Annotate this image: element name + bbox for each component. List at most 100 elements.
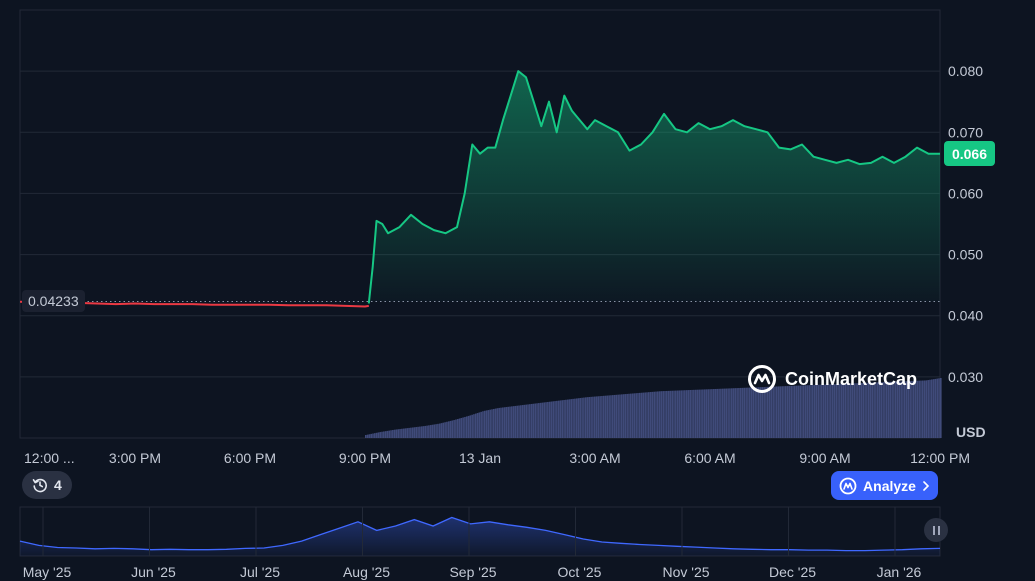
volume-bar (839, 383, 841, 438)
volume-bar (914, 380, 917, 438)
x-tick-label: 9:00 PM (339, 450, 391, 466)
volume-bar (777, 386, 780, 438)
volume-bar (372, 433, 374, 438)
current-price-badge: 0.066 (944, 141, 995, 166)
volume-bar (530, 403, 533, 438)
volume-bar (844, 383, 847, 438)
volume-bar (565, 399, 567, 438)
volume-bar (433, 424, 436, 438)
volume-bar (730, 388, 733, 438)
volume-bar (620, 394, 623, 438)
volume-bar (516, 405, 519, 438)
x-tick-label: 12:00 ... (24, 450, 75, 466)
volume-bar (714, 388, 717, 438)
volume-bar (698, 389, 701, 438)
volume-bar (824, 384, 827, 438)
volume-bar (707, 389, 710, 438)
volume-bar (680, 390, 683, 438)
x-tick-label: 6:00 PM (224, 450, 276, 466)
volume-bar (505, 407, 508, 438)
volume-bar (368, 434, 371, 438)
volume-bar (584, 397, 587, 438)
history-pill[interactable]: 4 (22, 471, 72, 499)
volume-bar (667, 390, 670, 438)
volume-bar (485, 410, 488, 438)
volume-bar (921, 380, 924, 438)
volume-bar (557, 400, 560, 438)
analyze-button[interactable]: Analyze (831, 471, 938, 500)
volume-bar (402, 428, 405, 438)
volume-bar (718, 388, 720, 438)
volume-bar (651, 391, 654, 438)
volume-bar (779, 386, 782, 438)
volume-bar (592, 396, 594, 438)
volume-bar (752, 387, 755, 438)
volume-bar (835, 384, 838, 438)
volume-bar (624, 394, 627, 438)
volume-bar (673, 390, 675, 438)
volume-bar (377, 432, 380, 438)
volume-bar (392, 429, 394, 438)
volume-bar (817, 384, 820, 438)
navigator-line (19, 516, 941, 552)
navigator-label: Dec '25 (769, 564, 816, 580)
volume-bar (743, 387, 746, 438)
navigator-label: Aug '25 (343, 564, 390, 580)
volume-bar (781, 386, 783, 438)
volume-bar (447, 421, 450, 438)
volume-bar (703, 389, 706, 438)
volume-bar (887, 381, 890, 438)
volume-bar (920, 380, 922, 438)
volume-bar (853, 383, 856, 438)
volume-bar (586, 397, 589, 438)
navigator-label: Nov '25 (662, 564, 709, 580)
volume-bar (419, 426, 421, 438)
volume-bar (455, 419, 457, 438)
volume-bar (574, 398, 576, 438)
volume-bar (604, 395, 607, 438)
volume-bar (911, 380, 913, 438)
volume-bar (536, 403, 538, 438)
volume-bar (833, 384, 836, 438)
y-tick-label: 0.040 (948, 308, 983, 324)
volume-bar (799, 385, 802, 438)
volume-bar (723, 388, 726, 438)
analyze-label: Analyze (863, 477, 916, 494)
navigator-label: Jul '25 (240, 564, 280, 580)
volume-bar (676, 390, 679, 438)
volume-bar (501, 407, 504, 438)
volume-bar (866, 382, 868, 438)
volume-bar (687, 390, 690, 438)
volume-bar (478, 412, 481, 438)
volume-bar (893, 381, 895, 438)
volume-bar (657, 391, 659, 438)
volume-bar (601, 395, 603, 438)
reference-price-label: 0.04233 (22, 290, 85, 312)
volume-bar (891, 381, 893, 438)
history-icon (32, 478, 47, 493)
volume-bar (882, 382, 884, 438)
volume-bar (812, 385, 814, 438)
volume-bar (633, 393, 636, 438)
volume-bar (772, 386, 774, 438)
volume-bar (539, 402, 542, 438)
time-navigator[interactable] (19, 506, 941, 557)
volume-bar (738, 388, 740, 438)
volume-bar (476, 413, 479, 438)
volume-bar (784, 386, 787, 438)
volume-bar (575, 398, 578, 438)
volume-bar (453, 420, 455, 438)
volume-bar (927, 380, 929, 438)
volume-bar (469, 415, 472, 438)
volume-bar (876, 382, 879, 438)
volume-bar (932, 379, 935, 438)
volume-bar (918, 380, 920, 438)
volume-bar (655, 391, 657, 438)
volume-bar (712, 389, 715, 438)
volume-bar (543, 402, 546, 438)
volume-bar (473, 414, 475, 438)
volume-bar (458, 418, 461, 438)
navigator-pause-button[interactable] (924, 518, 948, 542)
volume-bar (383, 431, 385, 438)
